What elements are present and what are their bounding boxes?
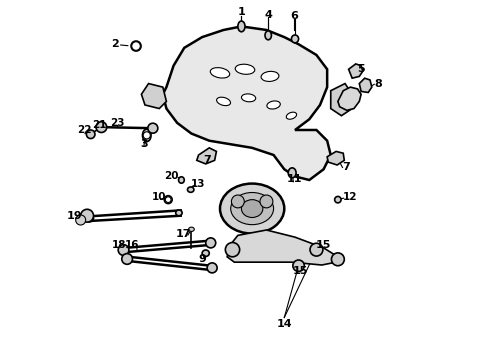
Ellipse shape xyxy=(217,97,230,105)
Circle shape xyxy=(293,260,304,271)
Text: 1: 1 xyxy=(238,7,245,17)
Text: 22: 22 xyxy=(77,125,92,135)
Polygon shape xyxy=(163,26,331,180)
Text: 16: 16 xyxy=(124,240,139,250)
Circle shape xyxy=(206,238,216,248)
Ellipse shape xyxy=(188,187,194,192)
Circle shape xyxy=(260,195,273,208)
Ellipse shape xyxy=(242,94,256,102)
Ellipse shape xyxy=(235,64,255,74)
Polygon shape xyxy=(227,230,338,265)
Ellipse shape xyxy=(220,184,284,234)
Polygon shape xyxy=(359,78,372,93)
Ellipse shape xyxy=(286,112,296,119)
Ellipse shape xyxy=(261,71,279,81)
Text: 15: 15 xyxy=(293,266,308,276)
Polygon shape xyxy=(142,84,167,109)
Ellipse shape xyxy=(131,41,141,51)
Circle shape xyxy=(331,253,344,266)
Ellipse shape xyxy=(267,101,280,109)
Ellipse shape xyxy=(189,227,194,231)
Text: 9: 9 xyxy=(198,254,206,264)
Ellipse shape xyxy=(231,193,273,225)
Text: 10: 10 xyxy=(152,192,167,202)
Text: 3: 3 xyxy=(140,139,147,149)
Polygon shape xyxy=(331,84,352,116)
Text: 2: 2 xyxy=(111,39,119,49)
Circle shape xyxy=(118,245,129,255)
Circle shape xyxy=(231,195,245,208)
Circle shape xyxy=(96,122,107,132)
Text: 17: 17 xyxy=(176,229,191,239)
Text: 14: 14 xyxy=(276,319,292,329)
Text: 18: 18 xyxy=(112,240,126,250)
Text: 15: 15 xyxy=(316,240,331,250)
Ellipse shape xyxy=(238,21,245,32)
Text: 7: 7 xyxy=(342,162,349,172)
Text: 7: 7 xyxy=(204,156,211,165)
Circle shape xyxy=(165,197,171,203)
Text: 6: 6 xyxy=(291,11,298,21)
Polygon shape xyxy=(197,148,217,164)
Ellipse shape xyxy=(288,168,296,178)
Ellipse shape xyxy=(292,35,298,43)
Ellipse shape xyxy=(143,129,151,141)
Text: 23: 23 xyxy=(110,118,124,128)
Circle shape xyxy=(75,215,86,225)
Polygon shape xyxy=(348,64,363,78)
Circle shape xyxy=(148,123,158,133)
Ellipse shape xyxy=(176,210,182,216)
Ellipse shape xyxy=(335,197,341,203)
Text: 19: 19 xyxy=(67,211,82,221)
Text: 4: 4 xyxy=(264,10,272,20)
Text: 5: 5 xyxy=(357,64,365,74)
Circle shape xyxy=(207,263,217,273)
Circle shape xyxy=(122,253,132,264)
Ellipse shape xyxy=(210,68,230,78)
Text: 13: 13 xyxy=(191,179,205,189)
Ellipse shape xyxy=(178,177,184,183)
Polygon shape xyxy=(338,87,361,111)
Ellipse shape xyxy=(265,31,271,40)
Circle shape xyxy=(86,130,95,139)
Ellipse shape xyxy=(86,215,94,222)
Circle shape xyxy=(310,243,323,256)
Text: 21: 21 xyxy=(92,120,106,130)
Circle shape xyxy=(225,243,240,257)
Text: 12: 12 xyxy=(343,192,358,202)
Circle shape xyxy=(81,209,94,222)
Circle shape xyxy=(143,132,150,139)
Polygon shape xyxy=(327,152,344,165)
Text: 11: 11 xyxy=(287,174,302,184)
Text: 20: 20 xyxy=(165,171,179,181)
Ellipse shape xyxy=(242,200,263,217)
Text: 8: 8 xyxy=(374,78,382,89)
Ellipse shape xyxy=(202,250,209,256)
Circle shape xyxy=(132,42,140,50)
Ellipse shape xyxy=(164,196,172,203)
